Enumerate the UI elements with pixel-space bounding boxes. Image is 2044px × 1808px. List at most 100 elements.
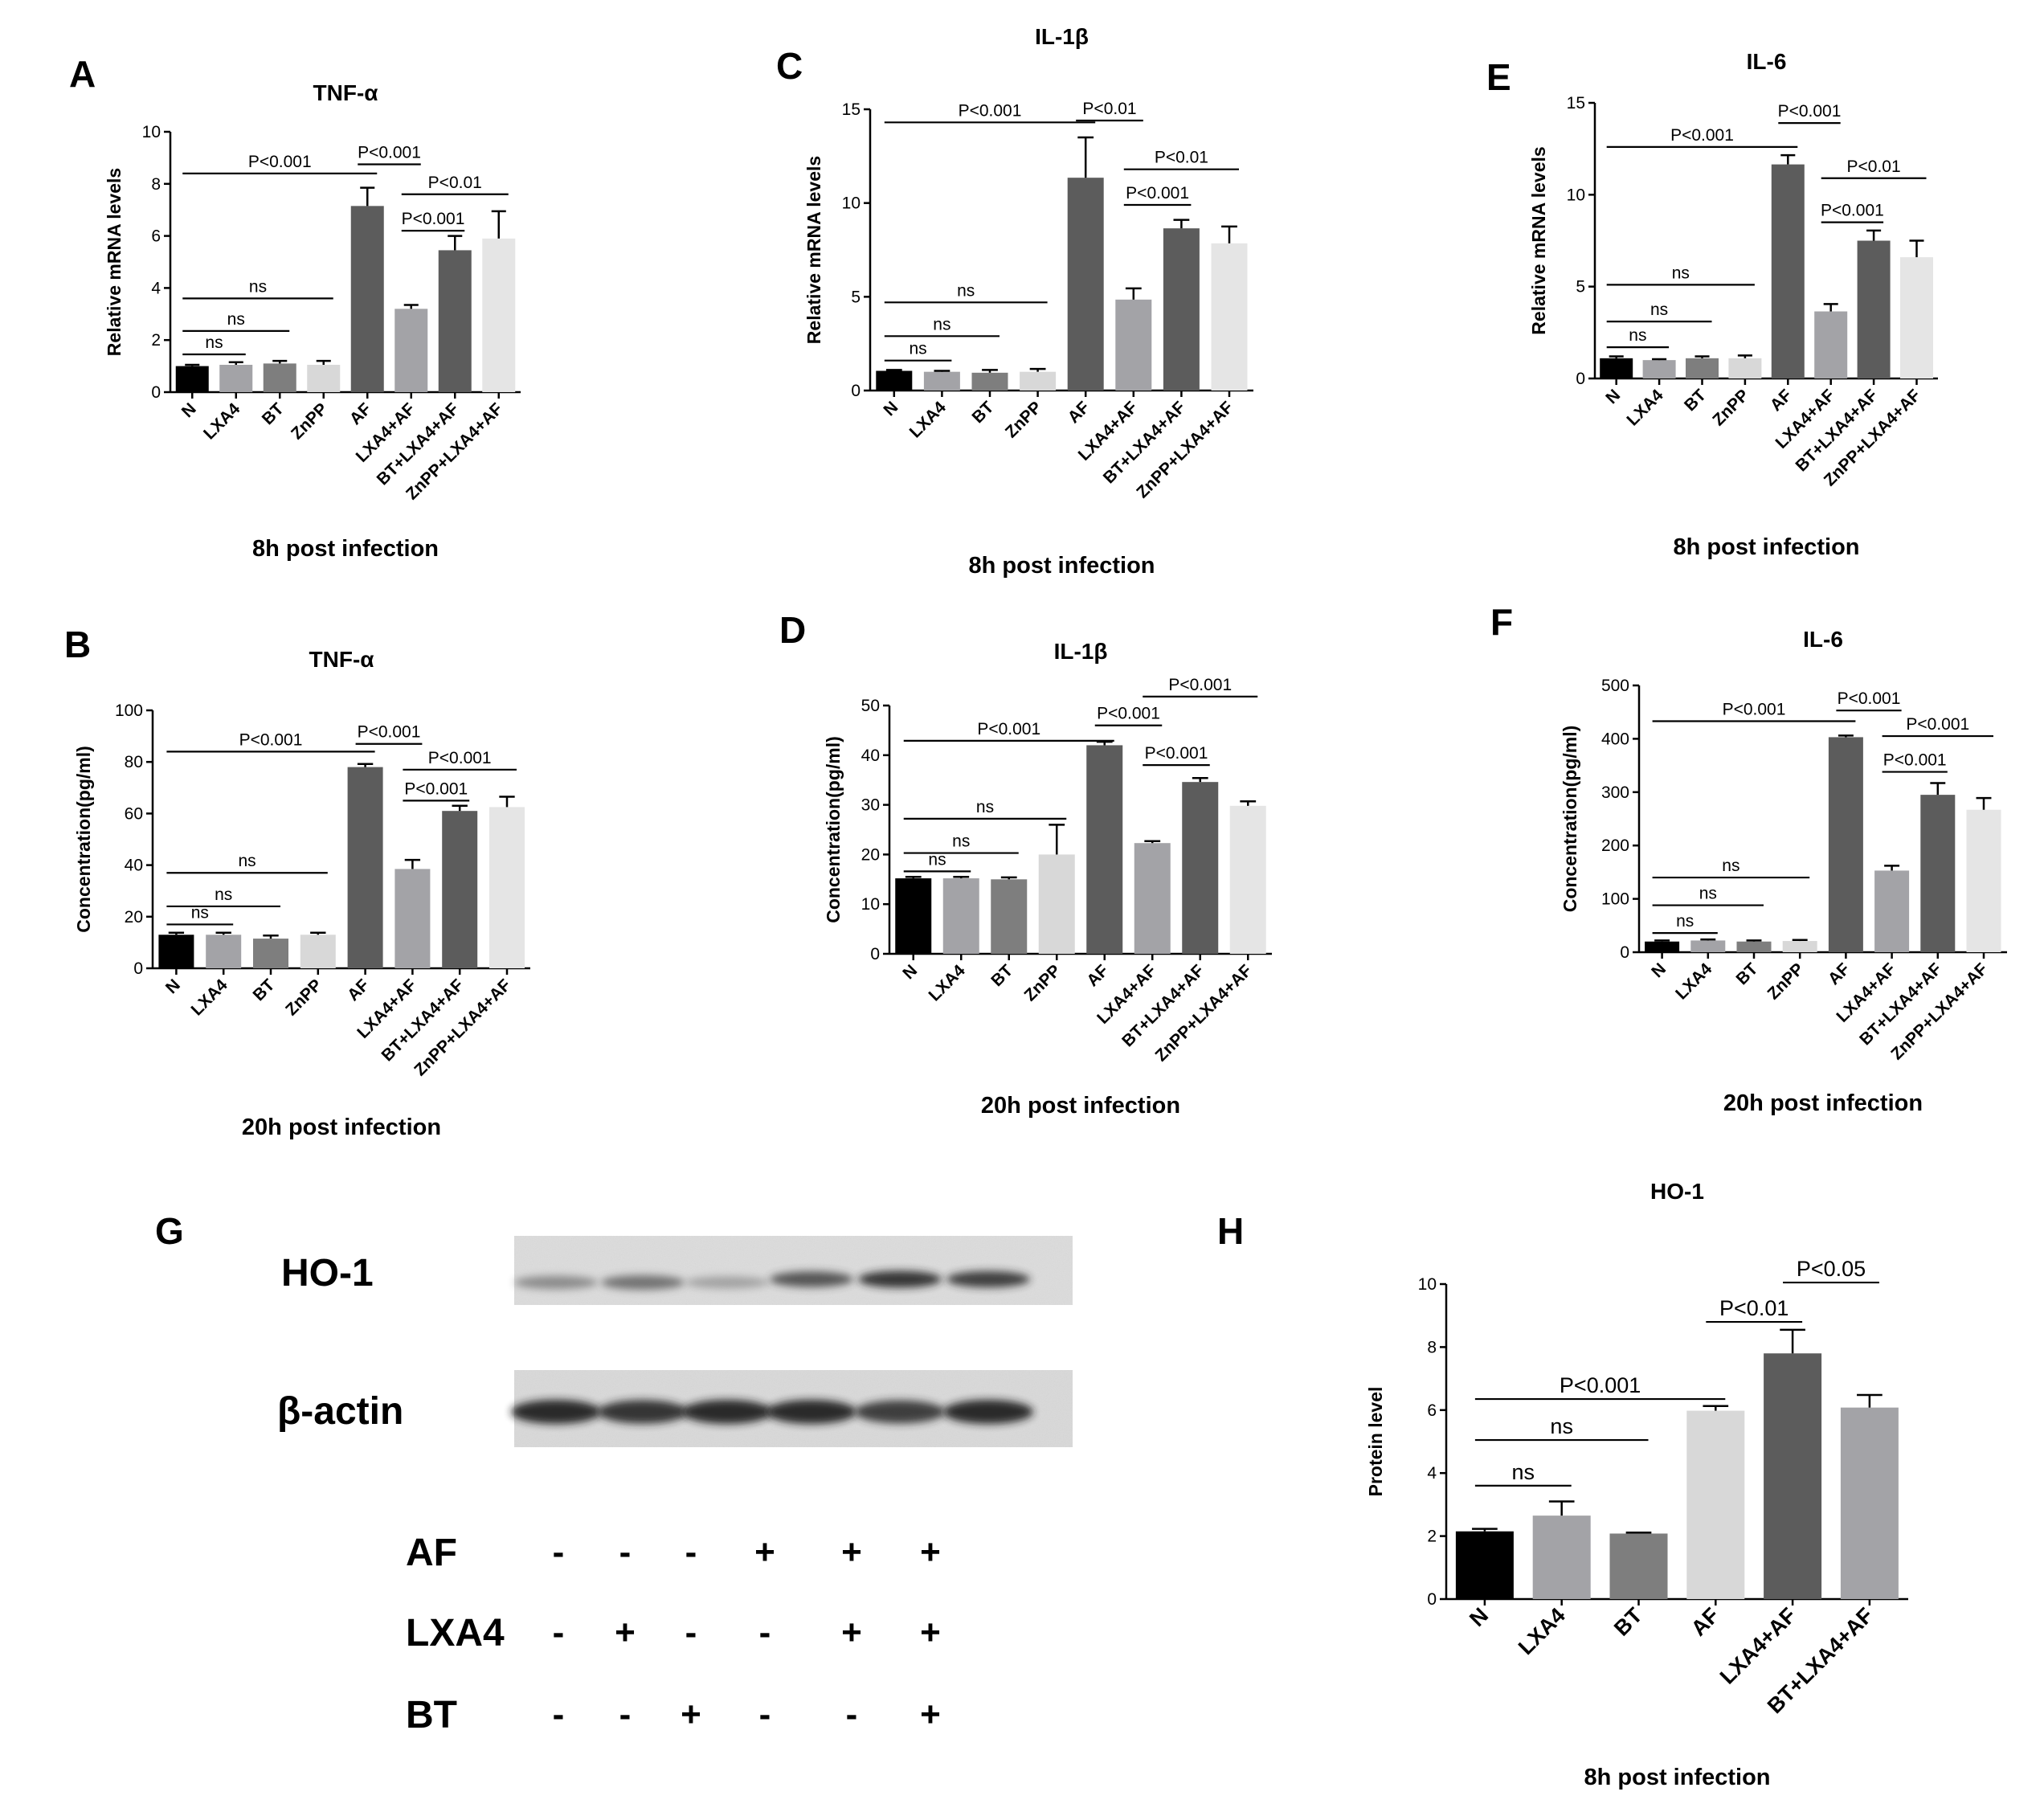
y-tick-label: 15 (842, 100, 861, 119)
category-label: N (880, 398, 901, 419)
significance-label: ns (239, 852, 256, 870)
bar-h-6 (1840, 1407, 1899, 1599)
y-tick-label: 6 (1427, 1401, 1437, 1420)
y-tick-label: 10 (142, 123, 161, 141)
chart-title-d: IL-1β (1054, 639, 1108, 664)
significance-label: ns (1722, 857, 1739, 875)
blot-band-beta-actin-lane-3 (682, 1399, 772, 1425)
y-tick-label: 5 (1576, 278, 1585, 297)
bar-e-4 (1728, 358, 1762, 378)
chart-ylabel-b: Concentration(pg/ml) (73, 746, 94, 933)
blot-band-beta-actin-lane-4 (766, 1399, 856, 1425)
bar-h-1 (1455, 1531, 1514, 1599)
category-label: ZnPP (1709, 386, 1752, 429)
blot-texture-ho1 (514, 1236, 1073, 1305)
significance-label: ns (249, 277, 267, 296)
treatment-label-bt: BT (406, 1694, 457, 1736)
treatment-label-lxa4: LXA4 (406, 1612, 505, 1655)
chart-ylabel-h: Protein level (1365, 1387, 1386, 1497)
chart-ylabel-e: Relative mRNA levels (1528, 146, 1549, 334)
category-label: N (1648, 959, 1670, 981)
y-tick-label: 15 (1567, 94, 1585, 112)
y-tick-label: 2 (151, 331, 161, 350)
y-tick-label: 30 (861, 796, 880, 815)
significance-label: P<0.001 (404, 779, 468, 798)
bar-f-3 (1736, 941, 1772, 952)
bar-c-5 (1067, 178, 1104, 391)
category-label: BT (259, 399, 288, 428)
treatment-sign: + (841, 1613, 862, 1652)
y-tick-label: 60 (125, 804, 143, 823)
significance-label: P<0.01 (1155, 149, 1208, 167)
significance-label: ns (1699, 885, 1717, 903)
chart-title-f: IL-6 (1803, 627, 1843, 652)
panel-letter-h: H (1217, 1210, 1244, 1252)
category-label: ZnPP (1021, 961, 1065, 1004)
blot-band-ho1-lane-1 (514, 1275, 598, 1290)
significance-label: P<0.001 (402, 210, 465, 228)
significance-label: P<0.001 (358, 723, 421, 742)
significance-label: P<0.01 (428, 174, 482, 192)
treatment-sign: + (920, 1613, 941, 1652)
treatment-sign: + (681, 1695, 701, 1734)
category-label: AF (1065, 398, 1094, 427)
y-tick-label: 5 (851, 288, 861, 306)
y-tick-label: 0 (151, 383, 161, 402)
y-tick-label: 8 (151, 175, 161, 194)
y-tick-label: 200 (1601, 837, 1629, 855)
category-label: ZnPP (1002, 398, 1045, 441)
category-label: LXA4 (906, 398, 950, 441)
chart-ylabel-f: Concentration(pg/ml) (1560, 726, 1580, 913)
bar-h-4 (1686, 1410, 1745, 1599)
category-label: LXA4 (188, 976, 231, 1019)
chart-xlabel-e: 8h post infection (1674, 534, 1860, 560)
blot-band-beta-actin-lane-6 (943, 1399, 1033, 1425)
category-label: AF (1767, 386, 1796, 415)
y-tick-label: 8 (1427, 1338, 1437, 1356)
category-label: ZnPP (288, 399, 331, 443)
significance-label: P<0.001 (1670, 126, 1734, 145)
panel-letter-f: F (1490, 601, 1513, 643)
significance-label: ns (205, 333, 223, 352)
bar-a-7 (438, 250, 472, 392)
category-label: ZnPP (282, 976, 325, 1019)
bar-d-2 (942, 878, 979, 954)
y-tick-label: 0 (1427, 1590, 1437, 1609)
bar-c-8 (1211, 243, 1248, 391)
chart-tnf-alpha-concentration: TNF-α 20h post infection Concentration(pg/… (73, 647, 530, 1140)
chart-title-e: IL-6 (1747, 49, 1787, 74)
y-tick-label: 100 (1601, 890, 1629, 909)
y-tick-label: 10 (861, 895, 880, 914)
y-tick-label: 50 (861, 697, 880, 715)
panel-letter-b: B (64, 624, 91, 665)
category-label: LXA4 (1672, 959, 1715, 1003)
category-label: BT (1681, 386, 1710, 415)
bar-f-2 (1690, 940, 1726, 952)
significance-label: P<0.001 (1168, 676, 1232, 694)
bar-h-2 (1532, 1516, 1591, 1599)
bar-a-8 (482, 238, 516, 392)
bar-e-6 (1814, 311, 1848, 378)
category-label: N (162, 976, 184, 997)
treatment-sign: - (553, 1613, 565, 1652)
bar-b-5 (347, 767, 383, 968)
bar-d-8 (1229, 805, 1266, 954)
bar-b-1 (158, 935, 194, 968)
bar-e-7 (1857, 240, 1891, 378)
bar-d-5 (1086, 745, 1123, 954)
significance-label: P<0.001 (1097, 705, 1160, 723)
category-label: N (899, 961, 921, 983)
significance-label: P<0.001 (1145, 744, 1208, 763)
bar-c-3 (971, 372, 1008, 391)
bar-b-7 (442, 811, 478, 968)
significance-label: ns (215, 886, 232, 904)
category-label: N (1465, 1603, 1493, 1631)
chart-xlabel-d: 20h post infection (981, 1093, 1180, 1119)
significance-label: P<0.01 (1082, 100, 1136, 118)
bar-f-6 (1874, 870, 1910, 952)
bar-b-8 (489, 807, 525, 968)
blot-band-beta-actin-lane-1 (511, 1399, 601, 1425)
bar-d-7 (1182, 782, 1219, 954)
bar-c-4 (1020, 371, 1057, 391)
bar-e-5 (1771, 164, 1805, 378)
